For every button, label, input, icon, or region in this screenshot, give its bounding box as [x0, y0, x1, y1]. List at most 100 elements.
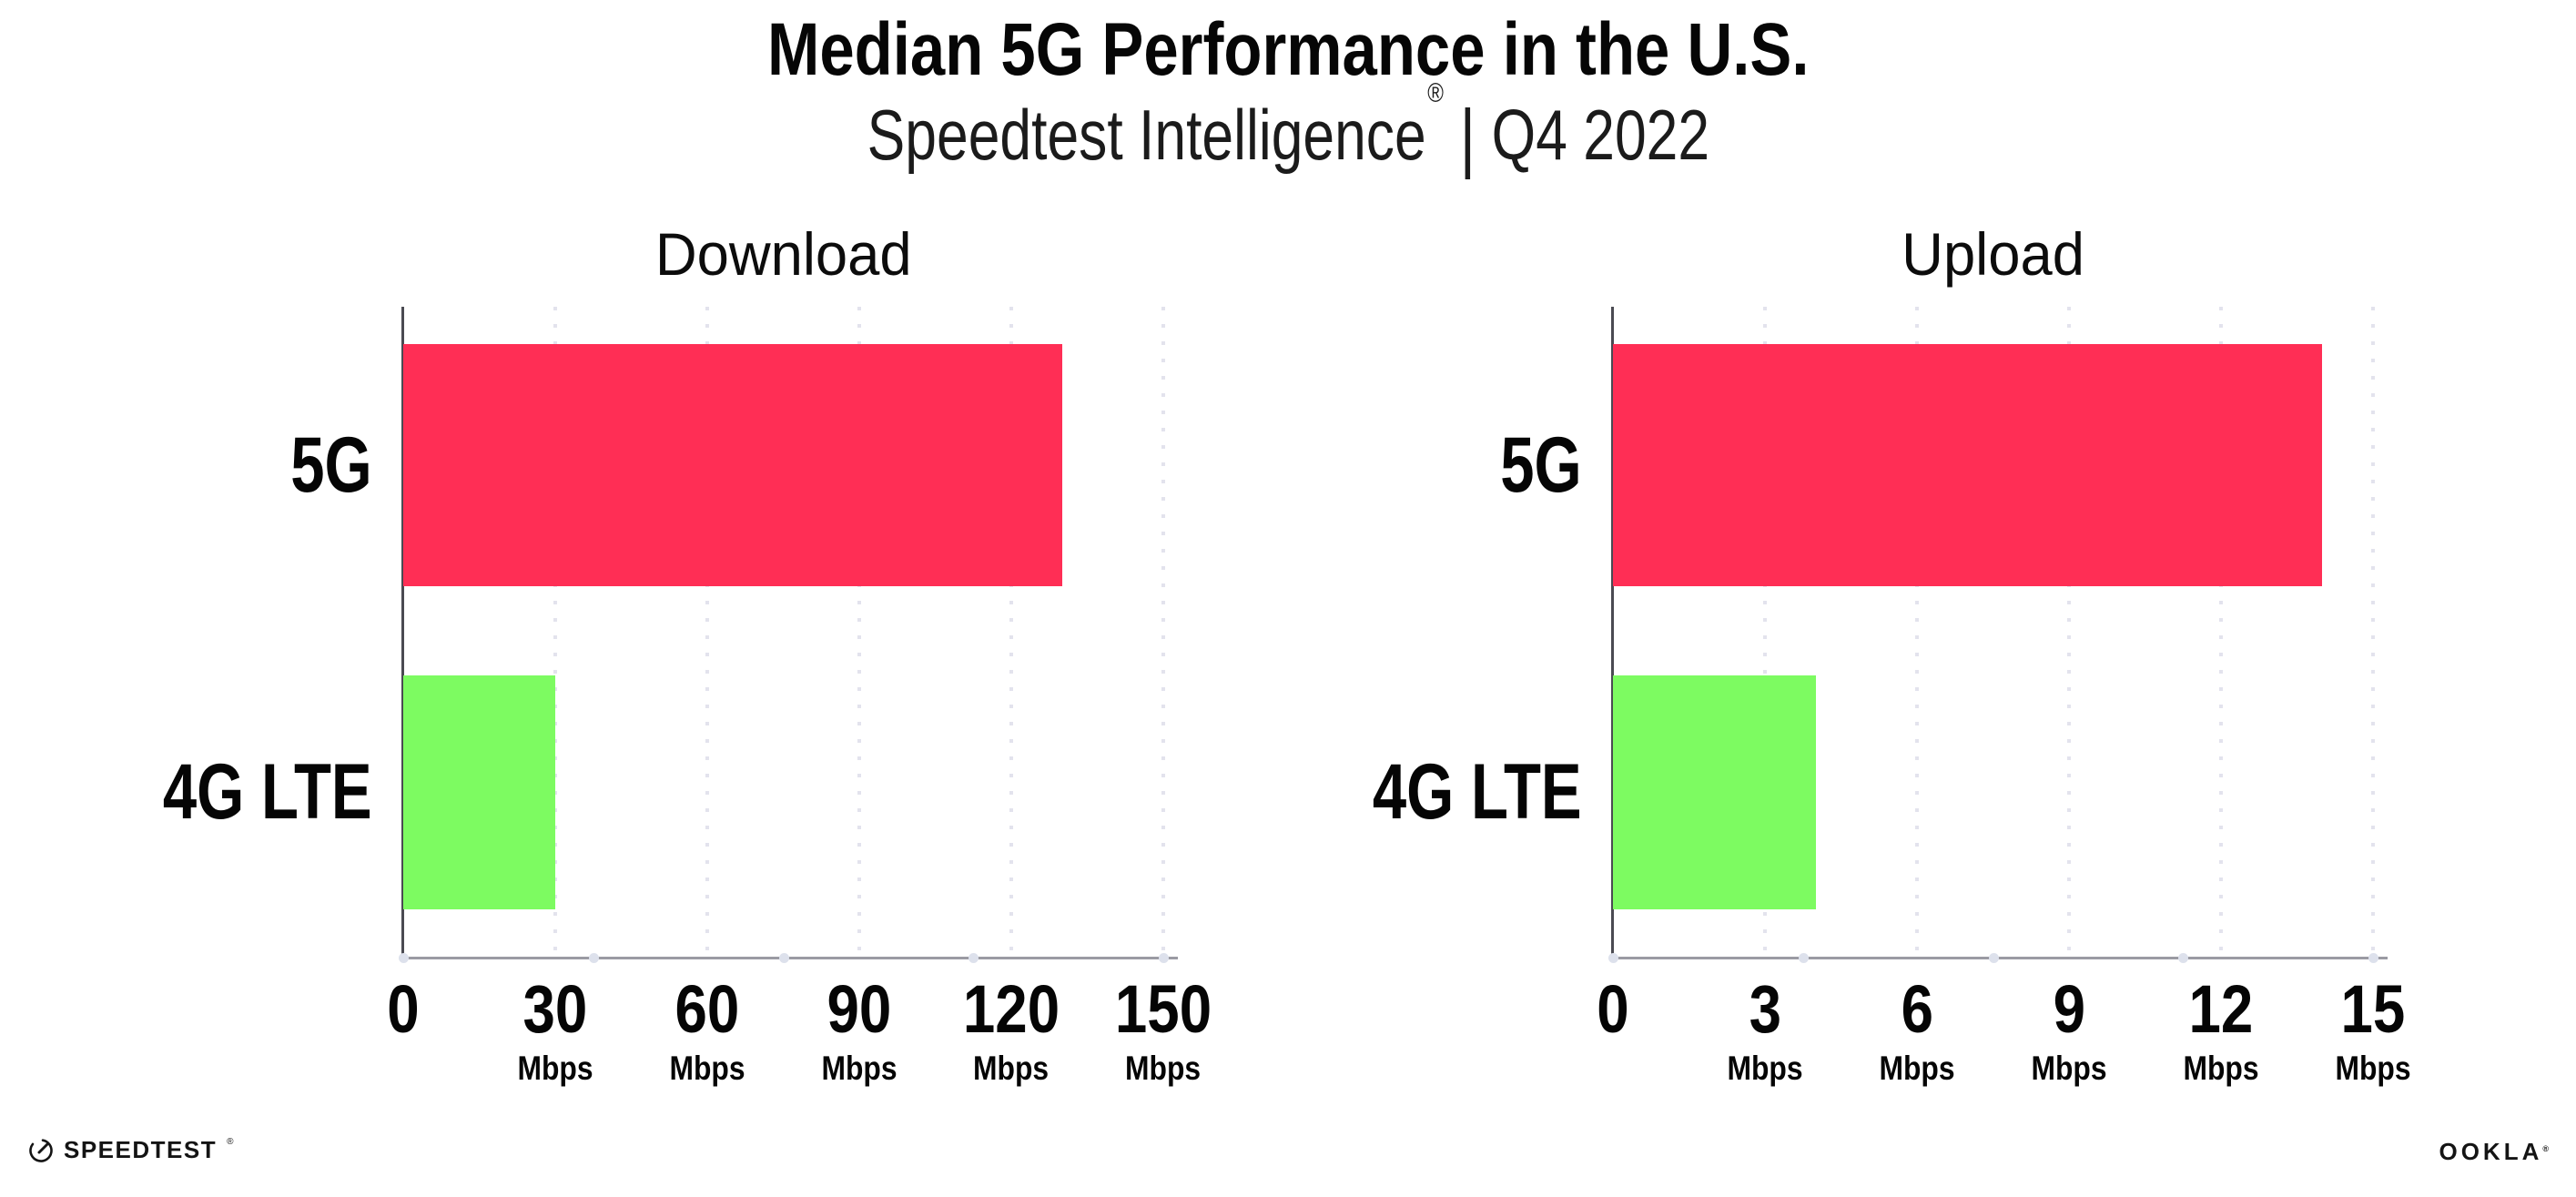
- x-tick-unit-text: Mbps: [973, 1050, 1050, 1087]
- x-tick-unit: Mbps: [2177, 1051, 2266, 1085]
- x-tick: 0: [1594, 976, 1631, 1043]
- x-tick: 3 Mbps: [1721, 976, 1810, 1086]
- x-tick: 90 Mbps: [816, 976, 904, 1087]
- x-tick-value: 150: [1114, 971, 1212, 1047]
- x-axis-line: [401, 957, 1178, 959]
- subtitle-period: Q4 2022: [1491, 95, 1709, 175]
- axis-marker-dot: [778, 953, 789, 963]
- x-tick: 60 Mbps: [664, 976, 752, 1086]
- axis-marker-dot: [1798, 953, 1809, 963]
- x-tick-value: 120: [962, 971, 1060, 1047]
- speedtest-gauge-icon: [27, 1136, 55, 1163]
- x-tick-unit: Mbps: [2329, 1051, 2418, 1085]
- bar-4g-lte: [1613, 675, 1816, 910]
- x-tick: 12 Mbps: [2177, 976, 2266, 1086]
- page-title-text: Median 5G Performance in the U.S.: [766, 8, 1810, 91]
- category-label-text: 5G: [1500, 421, 1582, 509]
- x-tick-label: 0: [1594, 976, 1631, 1043]
- x-tick-unit: Mbps: [2025, 1051, 2114, 1085]
- axis-marker-dot: [399, 953, 409, 963]
- x-tick-value: 9: [2053, 971, 2085, 1047]
- gridline: [1161, 307, 1165, 958]
- x-tick-value: 6: [1901, 971, 1933, 1047]
- x-tick-unit: Mbps: [1107, 1051, 1219, 1085]
- download-chart-title-text: Download: [654, 220, 912, 288]
- x-tick-value: 15: [2340, 971, 2406, 1047]
- axis-marker-dot: [2178, 953, 2189, 963]
- gridline: [2219, 307, 2223, 958]
- upload-chart-title: Upload: [1613, 224, 2373, 284]
- ookla-wordmark: OOKLA: [2439, 1138, 2543, 1165]
- x-tick-value: 30: [522, 971, 588, 1047]
- x-tick-label: 0: [384, 976, 421, 1043]
- gridline: [857, 307, 861, 958]
- gridline: [705, 307, 709, 958]
- x-tick-unit-text: Mbps: [669, 1050, 745, 1087]
- x-axis-line: [1611, 957, 2388, 959]
- subtitle-separator: |: [1459, 94, 1476, 179]
- x-tick-unit: Mbps: [664, 1051, 752, 1085]
- speedtest-trademark-mark: ®: [227, 1136, 234, 1147]
- x-tick-unit-text: Mbps: [1727, 1050, 1803, 1087]
- x-tick: 15 Mbps: [2329, 976, 2418, 1086]
- x-tick-unit-text: Mbps: [1125, 1050, 1202, 1087]
- x-tick: 120 Mbps: [955, 976, 1067, 1086]
- x-tick-value: 60: [674, 971, 740, 1047]
- gridline: [2371, 307, 2375, 958]
- x-tick-unit: Mbps: [955, 1051, 1067, 1085]
- x-tick-label: 6: [1873, 976, 1962, 1043]
- speedtest-wordmark: SPEEDTEST: [64, 1136, 218, 1163]
- bar-5g: [1613, 343, 2323, 586]
- x-tick-label: 150: [1107, 976, 1219, 1043]
- axis-marker-dot: [969, 953, 979, 963]
- x-tick-unit: Mbps: [1873, 1051, 1962, 1085]
- axis-marker-dot: [588, 953, 599, 963]
- x-tick-label: 12: [2177, 976, 2266, 1043]
- x-tick-label: 60: [664, 976, 752, 1043]
- category-label: 5G: [268, 426, 372, 504]
- y-axis-line: [401, 307, 404, 958]
- page-subtitle: Speedtest Intelligence® | Q4 2022: [0, 78, 2576, 179]
- axis-marker-dot: [1988, 953, 1999, 963]
- x-tick-label: 120: [955, 976, 1067, 1043]
- axis-marker-dot: [1608, 953, 1618, 963]
- axis-marker-dot: [1159, 953, 1169, 963]
- x-tick-value: 12: [2188, 971, 2254, 1047]
- x-tick-value: 0: [387, 971, 420, 1047]
- gridline: [1009, 307, 1013, 958]
- x-tick-unit-text: Mbps: [821, 1050, 898, 1087]
- plot-area: 0 30 Mbps 60 Mbps 90 Mbps 120 Mbps 150 Mbps 5G 4G LT…: [163, 307, 1212, 1085]
- gridline: [553, 307, 557, 958]
- x-tick-value: 0: [1597, 971, 1629, 1047]
- x-tick: 30 Mbps: [512, 976, 600, 1086]
- bar-4g-lte: [403, 675, 555, 910]
- x-tick-label: 15: [2329, 976, 2418, 1043]
- x-tick: 0: [384, 976, 421, 1043]
- x-tick: 6 Mbps: [1873, 976, 1962, 1086]
- x-tick-label: 3: [1721, 976, 1810, 1043]
- registered-trademark-mark: ®: [1426, 78, 1444, 108]
- x-tick-label: 90: [816, 976, 904, 1043]
- category-label-text: 4G LTE: [1373, 748, 1582, 837]
- x-tick-unit: Mbps: [1721, 1051, 1810, 1085]
- x-tick-label: 9: [2025, 976, 2114, 1043]
- x-tick-unit: Mbps: [512, 1051, 600, 1085]
- category-label: 5G: [1477, 426, 1582, 504]
- upload-chart-title-text: Upload: [1902, 220, 2084, 288]
- axis-marker-dot: [2368, 953, 2378, 963]
- gridline: [2067, 307, 2071, 958]
- speedtest-logo: SPEEDTEST ®: [27, 1136, 233, 1163]
- x-tick-label: 30: [512, 976, 600, 1043]
- page-title: Median 5G Performance in the U.S.: [0, 13, 2576, 87]
- download-chart-title: Download: [403, 224, 1163, 284]
- y-axis-line: [1611, 307, 1614, 958]
- x-tick-unit-text: Mbps: [2031, 1050, 2107, 1087]
- ookla-trademark-mark: ®: [2542, 1144, 2549, 1153]
- x-tick-unit-text: Mbps: [517, 1050, 593, 1087]
- category-label-text: 5G: [290, 421, 372, 509]
- x-tick-unit-text: Mbps: [2183, 1050, 2259, 1087]
- gridline: [1915, 307, 1919, 958]
- category-label-text: 4G LTE: [163, 748, 372, 837]
- subtitle-brand: Speedtest Intelligence: [867, 95, 1426, 175]
